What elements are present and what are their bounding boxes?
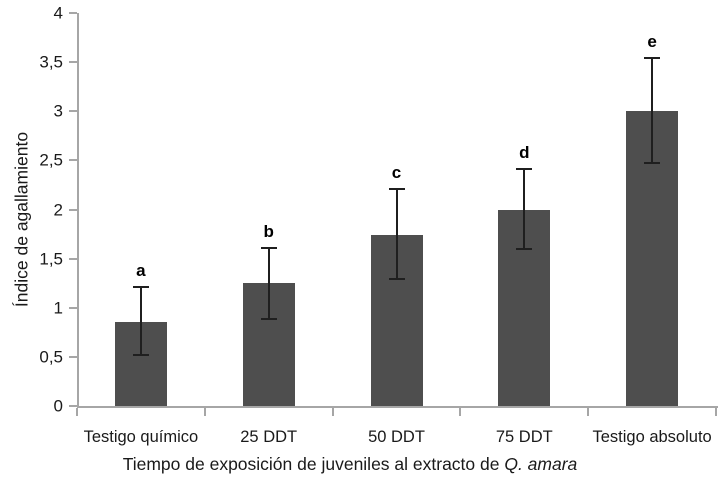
significance-letter: b — [263, 221, 274, 241]
y-tick-label: 2,5 — [39, 150, 63, 170]
x-axis-tick — [715, 408, 717, 416]
x-axis-tick — [203, 408, 206, 416]
error-bar-cap — [516, 168, 533, 171]
x-axis-title: Tiempo de exposición de juveniles al ext… — [0, 454, 700, 475]
y-axis-tick — [69, 110, 77, 113]
y-axis-tick — [69, 12, 77, 14]
x-axis-tick — [587, 408, 590, 416]
y-tick-label: 4 — [53, 3, 63, 23]
x-axis-title-text: Tiempo de exposición de juveniles al ext… — [122, 454, 505, 474]
y-axis-tick — [69, 405, 77, 407]
error-bar — [651, 58, 654, 164]
y-axis-tick — [69, 159, 77, 162]
y-axis-title: Índice de agallamiento — [11, 131, 32, 308]
significance-letter: a — [136, 261, 146, 281]
error-bar-cap — [132, 286, 149, 289]
significance-letter: c — [391, 162, 402, 182]
y-tick-label: 1 — [53, 298, 63, 318]
plot-area — [77, 13, 718, 408]
error-bar — [523, 169, 526, 249]
y-tick-label: 0 — [53, 396, 63, 416]
x-tick-label: Testigo absoluto — [592, 428, 712, 446]
y-axis-tick — [69, 306, 77, 309]
species-name-italic: Q. amara — [504, 454, 578, 474]
x-tick-label: 75 DDT — [495, 428, 553, 446]
x-tick-label: Testigo químico — [83, 428, 199, 446]
error-bar-cap — [132, 353, 149, 356]
y-axis-tick — [69, 355, 77, 358]
significance-letter: e — [647, 32, 657, 52]
y-tick-label: 3 — [53, 101, 63, 121]
error-bar-cap — [388, 187, 405, 190]
x-axis-tick — [331, 408, 334, 416]
error-bar-cap — [644, 57, 661, 60]
error-bar-cap — [260, 317, 277, 320]
y-axis-tick — [69, 208, 77, 211]
error-bar-cap — [516, 247, 533, 250]
x-axis-tick — [459, 408, 462, 416]
significance-letter: d — [519, 143, 530, 163]
y-tick-label: 2 — [53, 200, 63, 219]
y-tick-label: 3,5 — [39, 52, 63, 72]
y-tick-label: 1,5 — [39, 249, 63, 269]
x-tick-label: 25 DDT — [240, 428, 298, 446]
x-tick-label: 50 DDT — [368, 428, 425, 446]
error-bar-cap — [388, 278, 405, 281]
x-axis-tick — [76, 408, 78, 416]
y-tick-label: 0,5 — [39, 347, 63, 367]
error-bar — [267, 247, 270, 319]
error-bar-cap — [260, 246, 277, 249]
error-bar — [395, 188, 398, 280]
y-axis-tick — [69, 61, 77, 64]
error-bar-cap — [644, 162, 661, 165]
y-axis-tick — [69, 257, 77, 260]
error-bar — [139, 287, 142, 355]
